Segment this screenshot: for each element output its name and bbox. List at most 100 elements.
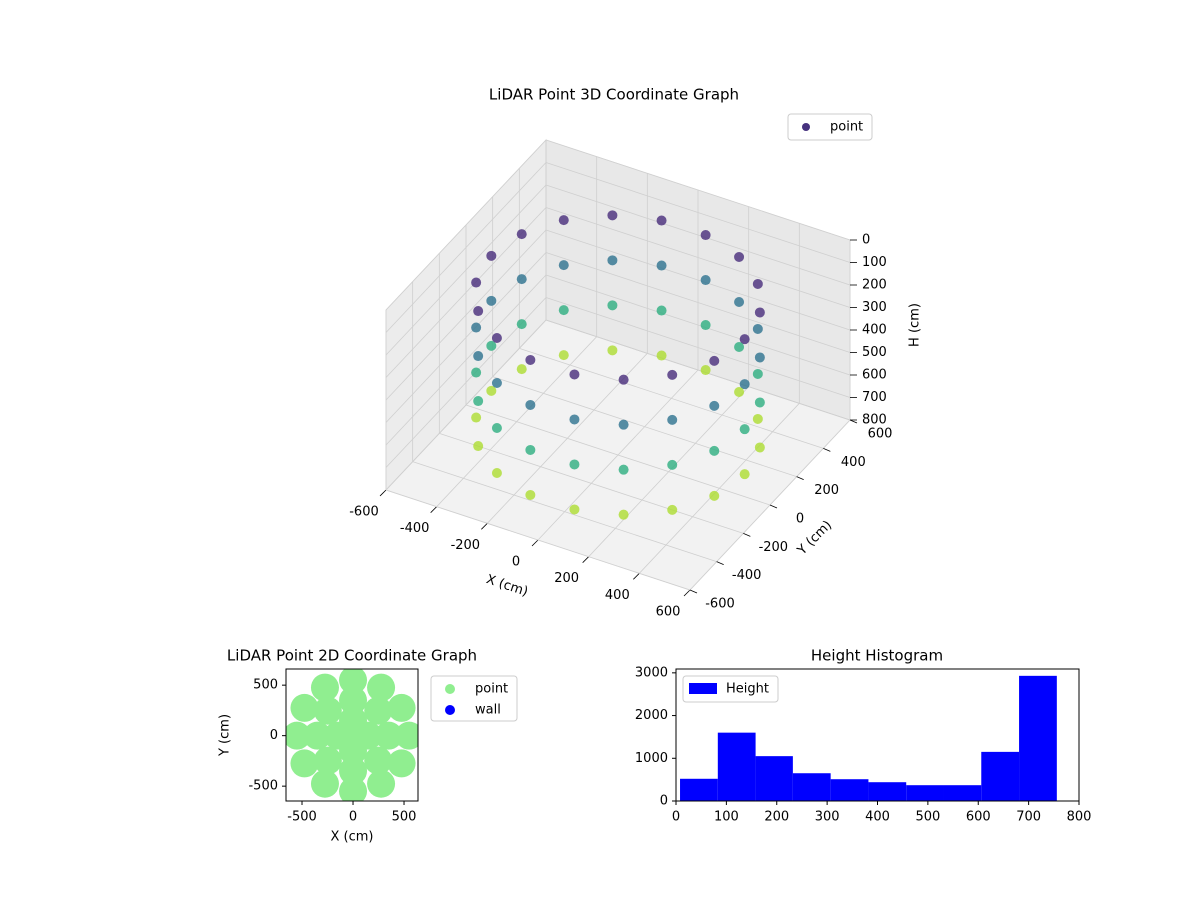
point — [700, 275, 711, 286]
point — [700, 230, 711, 241]
tick-mark — [481, 523, 488, 530]
y-tick-label: 0 — [796, 512, 804, 527]
point — [471, 322, 482, 333]
tick-mark — [823, 447, 831, 452]
point — [471, 367, 482, 378]
x-tick-label: 300 — [815, 810, 840, 825]
y-tick-label: 1000 — [635, 751, 668, 766]
point — [491, 468, 502, 479]
point — [473, 396, 484, 407]
z-tick-label: 300 — [862, 300, 887, 315]
point — [656, 260, 667, 271]
point — [558, 305, 569, 316]
point — [739, 334, 750, 345]
grid-line — [545, 162, 851, 263]
point — [752, 413, 763, 424]
grid-line — [545, 274, 851, 376]
point — [656, 305, 667, 316]
x-tick-label: 800 — [1067, 810, 1092, 825]
point — [754, 352, 765, 363]
point — [486, 250, 497, 261]
point — [618, 419, 629, 430]
point — [558, 215, 569, 226]
z-tick-label: 500 — [862, 345, 887, 360]
x-tick-label: -400 — [400, 521, 430, 536]
y-tick-label: -600 — [705, 597, 735, 612]
grid-line — [385, 274, 547, 446]
legend-marker — [445, 684, 455, 694]
grid-line — [545, 319, 851, 421]
grid-line — [545, 207, 851, 308]
legend-marker — [445, 705, 455, 715]
point — [734, 341, 745, 352]
z-tick-label: 800 — [862, 413, 887, 428]
x-tick-label: 500 — [392, 810, 417, 825]
point — [473, 306, 484, 317]
point — [618, 509, 629, 520]
z-tick-label: 200 — [862, 278, 887, 293]
x-tick-label: 600 — [966, 810, 991, 825]
legend-label: point — [475, 682, 508, 697]
point — [339, 721, 368, 750]
x-axis-label: X (cm) — [484, 572, 530, 600]
grid-line — [519, 347, 824, 449]
point — [700, 320, 711, 331]
point — [471, 412, 482, 423]
x-tick-label: 0 — [512, 555, 520, 570]
point — [486, 340, 497, 351]
point — [525, 354, 536, 365]
point — [667, 504, 678, 515]
point — [290, 693, 319, 722]
point — [491, 423, 502, 434]
y-tick-label: 2000 — [635, 708, 668, 723]
point — [339, 757, 368, 786]
bar — [981, 751, 1020, 801]
y-axis-label: Y (cm) — [218, 714, 233, 757]
x-tick-label: 500 — [915, 810, 940, 825]
z-tick-label: 600 — [862, 368, 887, 383]
point — [473, 351, 484, 362]
x-tick-label: 100 — [714, 810, 739, 825]
point — [607, 300, 618, 311]
point — [339, 777, 368, 801]
legend-label: Height — [726, 682, 769, 697]
tick-mark — [689, 589, 698, 594]
point — [387, 693, 416, 722]
point — [569, 414, 580, 425]
bar — [717, 732, 756, 801]
point — [656, 350, 667, 361]
grid-line — [465, 404, 771, 506]
point — [667, 459, 678, 470]
point — [739, 379, 750, 390]
y-tick-label: 3000 — [635, 665, 668, 680]
point — [374, 721, 403, 750]
legend-label: point — [830, 120, 863, 135]
z-tick-label: 100 — [862, 255, 887, 270]
grid-line — [439, 432, 744, 534]
legend-box — [682, 675, 779, 703]
x-tick-label: 0 — [672, 810, 680, 825]
tick-mark — [379, 489, 387, 497]
y-tick-label: -200 — [759, 540, 789, 555]
point — [516, 274, 527, 285]
y-tick-label: 0 — [270, 728, 278, 743]
point — [364, 746, 393, 775]
tick-mark — [430, 506, 437, 513]
point — [618, 464, 629, 475]
point — [387, 749, 416, 778]
point — [754, 442, 765, 453]
point — [364, 696, 393, 725]
point — [739, 469, 750, 480]
point — [734, 386, 745, 397]
x-tick-label: 200 — [554, 571, 579, 586]
point — [700, 365, 711, 376]
z-axis-label: H (cm) — [908, 303, 923, 347]
point — [516, 319, 527, 330]
grid-line — [385, 489, 691, 591]
x-tick-label: 0 — [349, 810, 357, 825]
y-tick-label: 0 — [660, 794, 668, 809]
point — [491, 333, 502, 344]
point — [486, 295, 497, 306]
point — [558, 260, 569, 271]
point — [734, 296, 745, 307]
